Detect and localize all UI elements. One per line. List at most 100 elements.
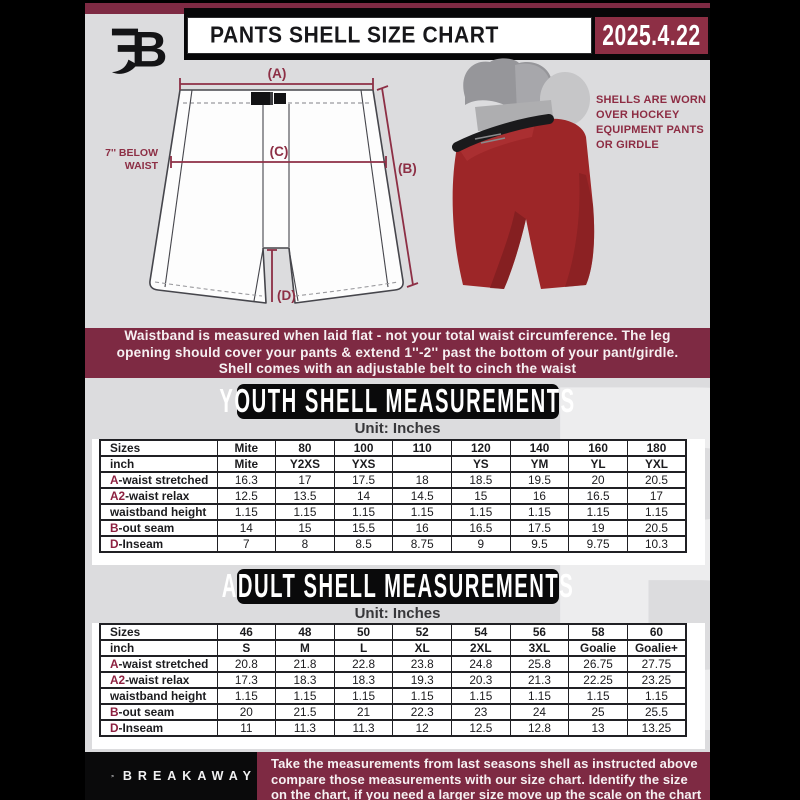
size-table: Sizes 46 48 50 52 54 56 58 60 inch S M L XL 2XL 3XL Goal… xyxy=(99,623,687,737)
size-cell: 1.15 xyxy=(509,503,570,521)
size-cell: 22.8 xyxy=(333,655,394,673)
measurement-label-c: (C) xyxy=(270,144,289,159)
size-cell: 9.5 xyxy=(509,535,570,553)
size-cell: 12.5 xyxy=(451,719,511,737)
date-text: 2025.4.22 xyxy=(602,18,701,52)
size-cell: 58 xyxy=(568,623,628,641)
size-cell: 17 xyxy=(626,487,687,505)
size-cell: 15 xyxy=(275,519,335,537)
table-row: D-Inseam 11 11.3 11.3 12 12.5 12.8 13 13.25 xyxy=(99,719,687,737)
table-row: Sizes 46 48 50 52 54 56 58 60 xyxy=(99,623,687,641)
row-label-prefix: A2 xyxy=(110,673,126,687)
size-cell: 18 xyxy=(392,471,452,489)
belt-buckle-icon xyxy=(251,92,286,105)
size-cell: 18.3 xyxy=(333,671,394,689)
footer: B BREAKAWAY Take the measurements from l… xyxy=(85,752,710,800)
size-cell: YM xyxy=(509,455,570,473)
size-cell: 10.3 xyxy=(626,535,687,553)
row-label: A-waist stretched xyxy=(99,655,218,673)
size-cell: 3XL xyxy=(509,639,570,657)
table-row: inch Mite Y2XS YXS YS YM YL YXL xyxy=(99,455,687,473)
size-cell: 110 xyxy=(392,439,452,457)
size-cell: M xyxy=(275,639,335,657)
size-cell: 48 xyxy=(275,623,335,641)
size-cell: 56 xyxy=(509,623,570,641)
table-row: B-out seam 14 15 15.5 16 16.5 17.5 19 20.5 xyxy=(99,519,687,537)
size-cell: 1.15 xyxy=(509,687,570,705)
size-cell: 12 xyxy=(392,719,452,737)
size-cell: 1.15 xyxy=(275,687,335,705)
size-cell: 18.3 xyxy=(275,671,335,689)
svg-text:B: B xyxy=(131,21,167,77)
title-bar: PANTS SHELL SIZE CHART xyxy=(187,17,592,54)
table-row: A2-waist relax 12.5 13.5 14 14.5 15 16 16.5 17 xyxy=(99,487,687,505)
size-cell: 14 xyxy=(216,519,277,537)
size-cell: 17.5 xyxy=(333,471,394,489)
text-line: opening should cover your pants & extend… xyxy=(116,344,679,360)
row-label: A2-waist relax xyxy=(99,671,218,689)
date-badge: 2025.4.22 xyxy=(595,17,708,54)
row-label: inch xyxy=(99,455,218,473)
size-cell: 23 xyxy=(451,703,511,721)
row-label: A-waist stretched xyxy=(99,471,218,489)
row-label-prefix: A xyxy=(110,473,119,487)
table-row: waistband height 1.15 1.15 1.15 1.15 1.15 1.15… xyxy=(99,687,687,705)
size-cell: 14.5 xyxy=(392,487,452,505)
size-cell: L xyxy=(333,639,394,657)
size-cell: 1.15 xyxy=(392,503,452,521)
adult-unit-label: Unit: Inches xyxy=(354,605,441,622)
row-label-prefix: B xyxy=(110,521,119,535)
size-cell: 23.25 xyxy=(626,671,687,689)
table-row: A-waist stretched 16.3 17 17.5 18 18.5 19.5 20 2… xyxy=(99,471,687,489)
shell-photo xyxy=(452,58,595,289)
size-cell: XL xyxy=(392,639,452,657)
size-cell: 21 xyxy=(333,703,394,721)
size-cell: 180 xyxy=(626,439,687,457)
size-cell: 17.5 xyxy=(509,519,570,537)
size-cell: 46 xyxy=(216,623,277,641)
text-line: Shell comes with an adjustable belt to c… xyxy=(218,361,577,377)
size-cell: 1.15 xyxy=(568,687,628,705)
size-cell: Goalie xyxy=(568,639,628,657)
row-label-prefix: D xyxy=(110,537,119,551)
size-table: Sizes Mite 80 100 110 120 140 160 180 inch Mite Y2X… xyxy=(99,439,687,553)
table-row: D-Inseam 7 8 8.5 8.75 9 9.5 9.75 10.3 xyxy=(99,535,687,553)
size-cell: 16.5 xyxy=(568,487,628,505)
size-cell: 16.5 xyxy=(451,519,511,537)
size-cell: 13.5 xyxy=(275,487,335,505)
row-label: waistband height xyxy=(99,687,218,705)
size-cell: 25.8 xyxy=(509,655,570,673)
size-cell: 16.3 xyxy=(216,471,277,489)
size-cell: 8.75 xyxy=(392,535,452,553)
size-cell: 11 xyxy=(216,719,277,737)
size-cell: 20.3 xyxy=(451,671,511,689)
text-line: on the chart, if you need a larger size … xyxy=(271,787,702,800)
size-cell: 11.3 xyxy=(333,719,394,737)
size-cell: 1.15 xyxy=(216,503,277,521)
size-cell: 18.5 xyxy=(451,471,511,489)
size-cell: 1.15 xyxy=(451,687,511,705)
header-band: PANTS SHELL SIZE CHART 2025.4.22 xyxy=(184,8,710,60)
size-cell: 16 xyxy=(509,487,570,505)
size-cell: 13 xyxy=(568,719,628,737)
row-label: D-Inseam xyxy=(99,719,218,737)
size-cell: 17 xyxy=(275,471,335,489)
row-label: B-out seam xyxy=(99,519,218,537)
adult-section-header: ADULT SHELL MEASUREMENTS xyxy=(221,568,572,605)
size-cell: 12.8 xyxy=(509,719,570,737)
size-cell: 9.75 xyxy=(568,535,628,553)
size-cell: 20 xyxy=(216,703,277,721)
size-cell: Mite xyxy=(216,455,277,473)
size-cell: 52 xyxy=(392,623,452,641)
size-cell: 2XL xyxy=(451,639,511,657)
size-cell: 1.15 xyxy=(392,687,452,705)
size-cell: 24 xyxy=(509,703,570,721)
size-cell: 13.25 xyxy=(626,719,687,737)
footer-brand-block: B BREAKAWAY xyxy=(85,752,257,800)
row-label: B-out seam xyxy=(99,703,218,721)
text-line: compare those measurements with our size… xyxy=(271,771,688,787)
measurement-label-b: (B) xyxy=(398,161,417,176)
size-cell: Mite xyxy=(216,439,277,457)
size-cell: 11.3 xyxy=(275,719,335,737)
